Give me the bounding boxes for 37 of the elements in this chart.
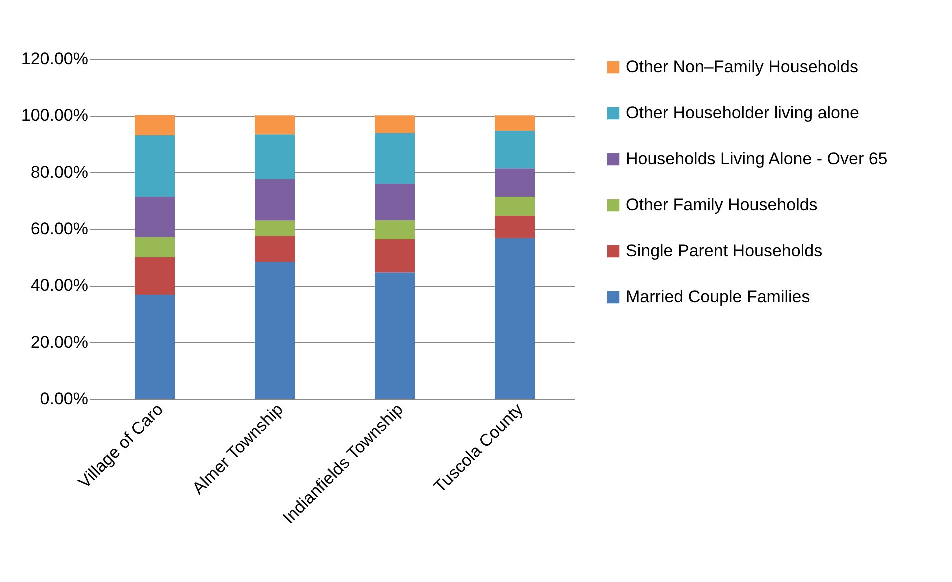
bar (495, 216, 535, 238)
bar (135, 136, 175, 197)
bar (495, 116, 535, 131)
y-tick-label: 60.00% (30, 220, 88, 238)
legend-label: Other Family Households (626, 196, 818, 214)
y-tick-label: 40.00% (30, 276, 88, 296)
bar (255, 179, 295, 221)
legend-label: Married Couple Families (626, 288, 810, 306)
bar (255, 220, 295, 236)
y-tick-label: 0.00% (40, 390, 88, 408)
bar (255, 116, 295, 135)
bar (135, 115, 175, 136)
bar (135, 257, 175, 296)
bar (135, 196, 175, 238)
legend-label: Other Non–Family Households (626, 58, 858, 76)
bar (255, 134, 295, 180)
y-tick-label: 20.00% (30, 332, 88, 352)
bar (495, 238, 535, 399)
bar (255, 236, 295, 262)
bar (135, 295, 175, 399)
y-tick-label: 80.00% (30, 162, 88, 182)
legend-label: Other Householder living alone (626, 104, 860, 122)
y-tick-label: 100.00% (21, 106, 88, 126)
bar (495, 168, 535, 197)
legend-label: Single Parent Households (626, 242, 823, 260)
bar (495, 130, 535, 169)
bar (375, 272, 415, 399)
legend-label: Households Living Alone - Over 65 (626, 150, 888, 168)
bar (135, 237, 175, 258)
bar (375, 184, 415, 220)
bar (375, 239, 415, 273)
bar (375, 116, 415, 134)
bar (255, 262, 295, 399)
bar (375, 133, 415, 184)
y-tick-label: 120.00% (21, 50, 88, 68)
bar (495, 196, 535, 216)
bar (375, 220, 415, 240)
